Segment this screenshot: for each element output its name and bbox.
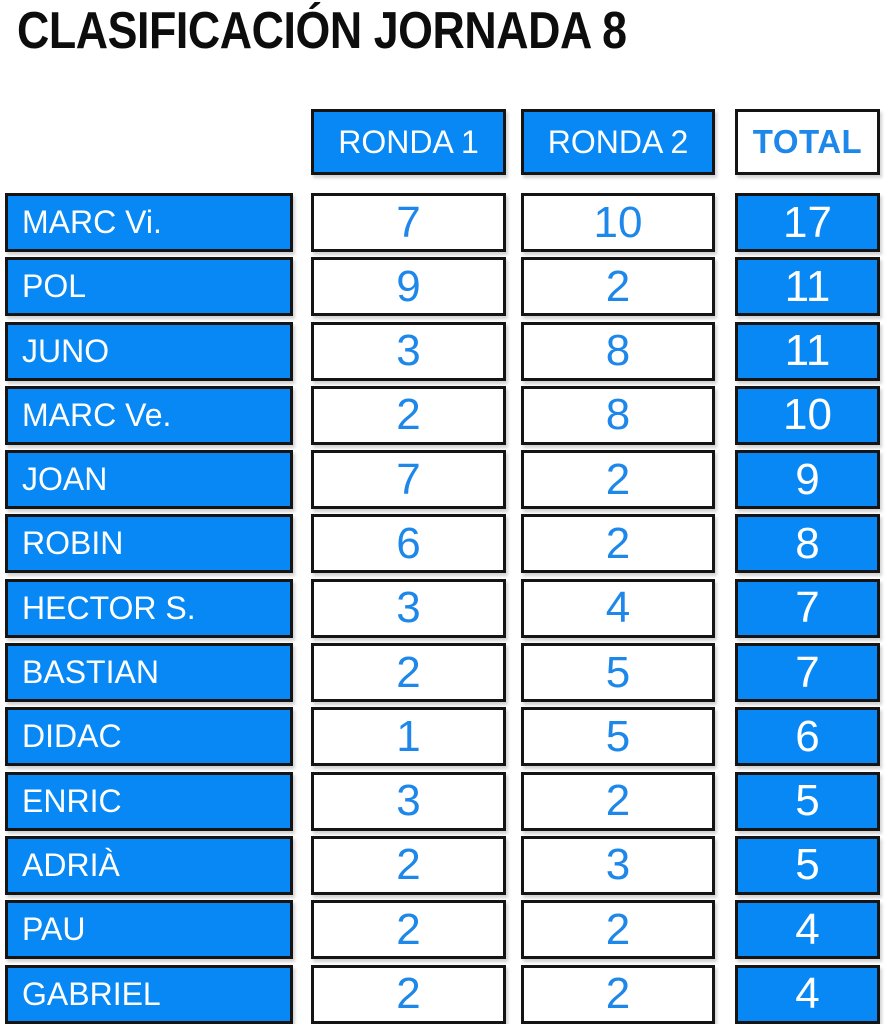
table-row: POL 9 2 11 [5, 257, 880, 317]
table-row: PAU 2 2 4 [5, 900, 880, 960]
standings-table: RONDA 1 RONDA 2 TOTAL MARC Vi. 7 10 17 POL 9 2… [5, 109, 880, 1024]
table-row: ROBIN 6 2 8 [5, 514, 880, 574]
player-name-cell: MARC Vi. [5, 193, 293, 252]
table-row: MARC Vi. 7 10 17 [5, 193, 880, 252]
player-name-cell: ROBIN [5, 514, 293, 574]
total-value-cell: 11 [735, 257, 880, 317]
ronda1-value-cell: 1 [311, 707, 506, 767]
ronda2-value-cell: 2 [521, 257, 715, 317]
ronda2-value-cell: 8 [521, 321, 715, 381]
table-row: ADRIÀ 2 3 5 [5, 835, 880, 895]
total-value-cell: 4 [735, 900, 880, 960]
ronda2-value-cell: 2 [521, 450, 715, 510]
header-ronda-2: RONDA 2 [521, 109, 715, 175]
ronda2-value-cell: 10 [521, 193, 715, 252]
ronda2-value-cell: 2 [521, 900, 715, 960]
ronda2-value-cell: 3 [521, 835, 715, 895]
player-name-cell: DIDAC [5, 707, 293, 767]
total-value-cell: 5 [735, 835, 880, 895]
ronda1-value-cell: 3 [311, 321, 506, 381]
table-row: JOAN 7 2 9 [5, 450, 880, 510]
table-row: DIDAC 1 5 6 [5, 707, 880, 767]
ronda1-value-cell: 7 [311, 193, 506, 252]
table-row: ENRIC 3 2 5 [5, 771, 880, 831]
header-spacer [5, 109, 293, 175]
ronda1-value-cell: 2 [311, 643, 506, 703]
ronda1-value-cell: 2 [311, 964, 506, 1024]
ronda2-value-cell: 2 [521, 514, 715, 574]
ronda1-value-cell: 2 [311, 385, 506, 445]
ronda2-value-cell: 2 [521, 771, 715, 831]
total-value-cell: 7 [735, 643, 880, 703]
ronda2-value-cell: 8 [521, 385, 715, 445]
player-name-cell: JUNO [5, 321, 293, 381]
total-value-cell: 5 [735, 771, 880, 831]
page-title: CLASIFICACIÓN JORNADA 8 [17, 2, 627, 60]
header-total: TOTAL [735, 109, 880, 175]
ronda2-value-cell: 4 [521, 578, 715, 638]
ronda2-value-cell: 2 [521, 964, 715, 1024]
ronda1-value-cell: 3 [311, 578, 506, 638]
ronda2-value-cell: 5 [521, 707, 715, 767]
player-name-cell: BASTIAN [5, 643, 293, 703]
player-name-cell: MARC Ve. [5, 385, 293, 445]
total-value-cell: 4 [735, 964, 880, 1024]
ronda1-value-cell: 2 [311, 835, 506, 895]
ronda1-value-cell: 3 [311, 771, 506, 831]
player-name-cell: POL [5, 257, 293, 317]
table-header-row: RONDA 1 RONDA 2 TOTAL [5, 109, 880, 175]
total-value-cell: 6 [735, 707, 880, 767]
ronda2-value-cell: 5 [521, 643, 715, 703]
ronda1-value-cell: 6 [311, 514, 506, 574]
total-value-cell: 9 [735, 450, 880, 510]
total-value-cell: 10 [735, 385, 880, 445]
player-name-cell: GABRIEL [5, 964, 293, 1024]
total-value-cell: 7 [735, 578, 880, 638]
table-row: JUNO 3 8 11 [5, 321, 880, 381]
table-body: MARC Vi. 7 10 17 POL 9 2 11 JUNO 3 8 11 MARC Ve. 2 8 10… [5, 193, 880, 1024]
player-name-cell: HECTOR S. [5, 578, 293, 638]
header-ronda-1: RONDA 1 [311, 109, 506, 175]
table-row: HECTOR S. 3 4 7 [5, 578, 880, 638]
table-row: GABRIEL 2 2 4 [5, 964, 880, 1024]
total-value-cell: 11 [735, 321, 880, 381]
table-row: BASTIAN 2 5 7 [5, 643, 880, 703]
total-value-cell: 8 [735, 514, 880, 574]
ronda1-value-cell: 2 [311, 900, 506, 960]
player-name-cell: ADRIÀ [5, 835, 293, 895]
player-name-cell: JOAN [5, 450, 293, 510]
ronda1-value-cell: 9 [311, 257, 506, 317]
total-value-cell: 17 [735, 193, 880, 252]
ronda1-value-cell: 7 [311, 450, 506, 510]
table-row: MARC Ve. 2 8 10 [5, 385, 880, 445]
player-name-cell: PAU [5, 900, 293, 960]
player-name-cell: ENRIC [5, 771, 293, 831]
